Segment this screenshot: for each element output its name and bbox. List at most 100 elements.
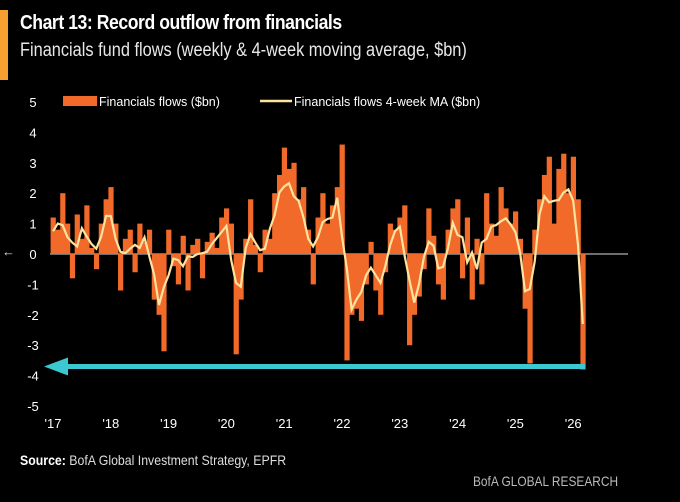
flow-bar — [334, 187, 340, 254]
flow-bar — [204, 241, 210, 254]
flow-bar — [325, 223, 331, 254]
flow-bar — [161, 254, 167, 352]
flow-bar — [368, 241, 374, 254]
flow-bar — [89, 247, 95, 254]
flow-bar — [464, 217, 471, 254]
flow-bar — [219, 217, 225, 254]
flow-bar — [479, 254, 485, 285]
flow-bar — [296, 199, 302, 254]
flow-bar — [118, 254, 124, 291]
flow-bar — [546, 156, 552, 254]
flow-bar — [517, 238, 524, 254]
flow-bar — [276, 174, 283, 254]
flow-bar — [469, 254, 475, 300]
flow-bar — [363, 254, 369, 285]
flow-bar — [426, 208, 432, 254]
flow-bar — [450, 208, 456, 254]
y-tick-label: -2 — [27, 308, 39, 323]
flow-bar — [556, 168, 562, 254]
x-tick-label: '21 — [276, 416, 293, 431]
y-tick-label: 3 — [29, 156, 36, 171]
flow-bar — [93, 254, 100, 270]
y-tick-label: -1 — [27, 277, 39, 292]
x-tick-label: '24 — [449, 416, 466, 431]
flow-bar — [503, 208, 509, 254]
flow-bar — [460, 254, 466, 279]
x-tick-label: '23 — [391, 416, 408, 431]
flow-bar — [551, 223, 557, 254]
flow-bar — [354, 254, 360, 309]
flow-bar — [532, 229, 538, 254]
flow-bar — [310, 254, 316, 285]
flow-bar — [349, 254, 355, 315]
flow-bar — [397, 217, 403, 254]
x-tick-label: '17 — [45, 416, 62, 431]
flow-bar — [474, 238, 480, 254]
flow-bar — [214, 247, 220, 254]
y-tick-label: -3 — [27, 338, 39, 353]
flow-bar — [199, 254, 206, 279]
flow-bar — [185, 254, 191, 291]
back-arrow-icon[interactable]: ← — [2, 244, 15, 259]
flow-bar — [488, 223, 495, 254]
flow-bar — [522, 254, 528, 309]
flow-bar — [565, 193, 572, 254]
flow-bar — [190, 244, 196, 254]
flow-bar — [262, 229, 268, 254]
flow-bar — [541, 174, 548, 254]
title-accent-bar — [0, 10, 8, 80]
flow-bar — [50, 217, 56, 254]
flow-bar — [233, 254, 239, 355]
record-outflow-arrow — [44, 357, 585, 376]
flow-bar — [286, 168, 292, 254]
flow-bar — [373, 254, 379, 291]
x-tick-label: '25 — [507, 416, 524, 431]
brand-logo-text: BofA GLOBAL RESEARCH — [473, 473, 619, 489]
flow-bar — [142, 241, 148, 254]
y-tick-label: -5 — [27, 399, 39, 414]
flow-bar — [484, 193, 490, 254]
flow-bar — [440, 254, 446, 300]
source-label: Source: — [20, 452, 66, 468]
flow-bar — [402, 205, 408, 254]
legend-label-flows: Financials flows ($bn) — [99, 95, 220, 109]
chart-title: Chart 13: Record outflow from financials — [20, 12, 342, 34]
flow-bar — [537, 199, 543, 254]
flow-bar — [137, 223, 143, 254]
y-tick-label: 0 — [29, 247, 36, 262]
y-tick-label: -4 — [27, 369, 39, 384]
flow-bar — [344, 254, 350, 361]
flow-bar — [281, 147, 288, 254]
y-tick-label: 1 — [29, 217, 36, 232]
flow-bar — [305, 229, 312, 254]
arrow-head — [44, 357, 68, 376]
flow-bar — [527, 254, 533, 364]
flow-bar — [267, 238, 273, 254]
flow-bar — [180, 235, 186, 254]
legend-label-ma: Financials flows 4-week MA ($bn) — [294, 95, 480, 109]
flow-bar — [455, 199, 461, 254]
x-tick-label: '26 — [565, 416, 582, 431]
flow-bar — [387, 223, 393, 254]
flow-bar — [132, 254, 138, 273]
ma-line — [52, 181, 584, 324]
flow-bar — [493, 235, 499, 254]
x-tick-label: '19 — [160, 416, 177, 431]
y-tick-label: 4 — [29, 125, 36, 140]
flow-bar — [416, 254, 422, 297]
flow-bar — [175, 254, 182, 285]
flow-bar — [60, 193, 66, 254]
chart-subtitle: Financials fund flows (weekly & 4-week m… — [20, 40, 467, 61]
flow-bar — [329, 205, 336, 254]
flow-bar — [195, 238, 201, 254]
flow-bar — [103, 199, 109, 254]
x-tick-label: '20 — [218, 416, 235, 431]
flow-bar — [127, 229, 133, 254]
x-tick-label: '18 — [102, 416, 119, 431]
flow-bar — [411, 254, 418, 315]
flow-bar — [248, 199, 254, 254]
flow-bar — [407, 254, 413, 346]
flow-bar — [252, 244, 259, 254]
flow-bar — [561, 153, 567, 254]
